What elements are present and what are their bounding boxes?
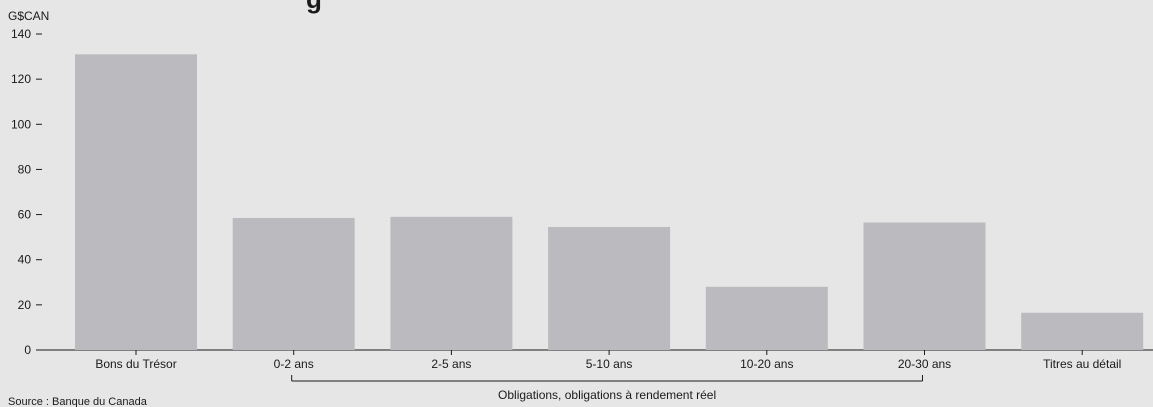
bar [1021,312,1144,350]
category-labels: Bons du Trésor 0-2 ans 2-5 ans 5-10 ans 10-2… [95,357,1121,371]
y-axis-ticks: 0 20 40 60 80 100 120 140 [11,27,42,357]
bar [232,217,355,350]
bar [548,226,671,350]
bar [390,216,513,350]
x-axis-ticks [135,350,1083,355]
group-bracket-label: Obligations, obligations à rendement rée… [498,388,716,402]
y-tick-label: 20 [18,298,32,312]
y-tick-label: 40 [18,253,32,267]
y-tick-label: 80 [18,162,32,176]
y-tick-label: 0 [24,343,31,357]
y-axis-unit-label: G$CAN [8,9,49,23]
x-tick-label: 0-2 ans [274,357,314,371]
y-tick-label: 140 [11,27,31,41]
y-tick-label: 120 [11,72,31,86]
x-tick-label: 20-30 ans [898,357,951,371]
group-bracket: Obligations, obligations à rendement rée… [291,375,923,402]
source-note: Source : Banque du Canada [8,396,148,407]
bar [705,286,828,350]
bar [75,54,197,351]
x-tick-label: 2-5 ans [431,357,471,371]
bars-group [75,54,1144,351]
clipped-title-fragment: g [306,0,322,14]
y-tick-label: 100 [11,117,31,131]
x-tick-label: 10-20 ans [740,357,793,371]
bar [863,222,986,350]
x-tick-label: Titres au détail [1043,357,1121,371]
y-tick-label: 60 [18,208,32,222]
x-tick-label: Bons du Trésor [95,357,176,371]
x-tick-label: 5-10 ans [586,357,633,371]
